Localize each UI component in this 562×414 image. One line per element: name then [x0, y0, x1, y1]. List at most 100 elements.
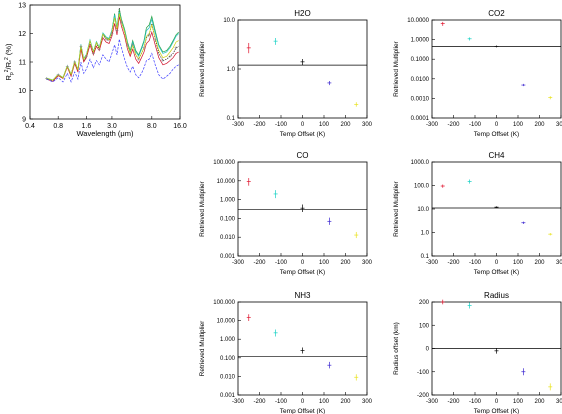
h2o-y-tick-label: 1.0	[227, 67, 236, 73]
ch4-y-tick-label: 10.0	[417, 207, 429, 213]
co-title: CO	[297, 151, 309, 160]
co2-y-tick-label: 10.0000	[407, 18, 429, 24]
h2o-x-tick-label: -200	[253, 122, 266, 128]
co2-title: CO2	[488, 9, 505, 18]
co2-panel: CO2 Temp Offset (K) Retrieved Multiplier -3…	[393, 9, 562, 138]
spectrum-series-1	[46, 16, 179, 82]
h2o-title: H2O	[294, 9, 310, 18]
radius-panel: Radius Temp Offset (K) Radius offset (km) -…	[393, 291, 562, 414]
co2-x-tick-label: -100	[469, 122, 482, 128]
spectrum-x-tick-label: 3.0	[107, 123, 117, 130]
ch4-x-tick-label: 200	[534, 260, 545, 266]
ch4-plot-frame	[431, 161, 562, 257]
radius-x-tick-label: 200	[534, 399, 545, 405]
co2-x-tick-label: 300	[556, 122, 562, 128]
ch4-x-tick-label: 300	[556, 260, 562, 266]
radius-y-tick-label: 0	[426, 347, 430, 353]
nh3-x-tick-label: 0	[301, 399, 305, 405]
spectrum-plot-frame	[29, 4, 181, 120]
nh3-x-tick-label: 100	[319, 399, 330, 405]
co-y-tick-label: 0.100	[220, 216, 236, 222]
co2-y-axis-label: Retrieved Multiplier	[393, 40, 400, 96]
co-x-tick-label: 0	[301, 260, 305, 266]
ch4-y-tick-label: 0.1	[421, 254, 430, 260]
h2o-x-axis-label: Temp Offset (K)	[280, 131, 325, 138]
nh3-title: NH3	[294, 291, 311, 300]
ch4-title: CH4	[488, 151, 505, 160]
h2o-x-tick-label: 100	[319, 122, 330, 128]
nh3-y-tick-label: 0.001	[220, 393, 236, 399]
co-x-axis-label: Temp Offset (K)	[280, 269, 325, 276]
ch4-x-tick-label: -300	[426, 260, 439, 266]
spectrum-y-tick-label: 9	[22, 117, 26, 124]
h2o-panel: H2O Temp Offset (K) Retrieved Multiplier -3…	[199, 9, 373, 138]
ch4-x-tick-label: 0	[495, 260, 499, 266]
ch4-panel: CH4 Temp Offset (K) Retrieved Multiplier -3…	[393, 151, 562, 276]
spectrum-x-ticks: 0.4 0.8 1.6 3.0 8.0 16.0	[25, 116, 187, 130]
ch4-x-tick-label: 100	[513, 260, 524, 266]
spectrum-x-axis-label: Wavelength (μm)	[77, 129, 134, 138]
spectrum-y-ticks: 9 10 11 12 13	[18, 3, 33, 124]
co-y-tick-label: 10.000	[217, 179, 236, 185]
nh3-x-tick-label: -100	[275, 399, 288, 405]
nh3-x-tick-label: 200	[340, 399, 351, 405]
radius-x-axis-label: Temp Offset (K)	[474, 408, 519, 414]
nh3-panel: NH3 Temp Offset (K) Retrieved Multiplier -3…	[199, 291, 373, 414]
co-panel: CO Temp Offset (K) Retrieved Multiplier -30…	[199, 151, 373, 276]
nh3-y-tick-label: 0.010	[220, 374, 236, 380]
spectrum-series-4	[46, 13, 179, 81]
spectrum-y-tick-label: 13	[18, 3, 26, 10]
ch4-y-tick-label: 100.0	[414, 184, 430, 190]
co2-x-tick-label: 200	[534, 122, 545, 128]
ch4-x-tick-label: -100	[469, 260, 482, 266]
co2-x-axis-label: Temp Offset (K)	[474, 131, 519, 138]
co-x-tick-label: -300	[232, 260, 245, 266]
spectrum-y-axis-label: Rp2/R*2 (%)	[4, 43, 15, 80]
ch4-x-tick-label: -200	[447, 260, 460, 266]
co-x-tick-label: -200	[253, 260, 266, 266]
co-y-tick-label: 0.001	[220, 254, 236, 260]
co2-y-tick-label: 0.1000	[411, 57, 430, 63]
co-x-tick-label: 200	[340, 260, 351, 266]
nh3-y-tick-label: 0.100	[220, 356, 236, 362]
h2o-plot-frame	[237, 19, 368, 119]
spectrum-y-tick-label: 10	[18, 88, 26, 95]
radius-x-tick-label: -200	[447, 399, 460, 405]
co-x-tick-label: -100	[275, 260, 288, 266]
spectrum-panel: 0.4 0.8 1.6 3.0 8.0 16.0 9 10 11 12 13 Wavelength…	[4, 3, 187, 139]
co2-y-tick-label: 0.0100	[411, 77, 430, 83]
co2-x-tick-label: -300	[426, 122, 439, 128]
h2o-y-tick-label: 10.0	[223, 18, 235, 24]
ch4-y-axis-label: Retrieved Multiplier	[393, 180, 400, 236]
radius-y-axis-label: Radius offset (km)	[393, 322, 400, 375]
ch4-y-tick-label: 1000.0	[411, 160, 430, 166]
radius-y-tick-label: 100	[419, 323, 430, 329]
ch4-x-axis-label: Temp Offset (K)	[474, 269, 519, 276]
radius-x-tick-label: 0	[495, 399, 499, 405]
nh3-y-tick-label: 100.000	[213, 300, 235, 306]
co-x-tick-label: 300	[362, 260, 373, 266]
co-y-tick-label: 1.000	[220, 198, 236, 204]
spectrum-series-5	[46, 39, 179, 83]
h2o-x-tick-label: -300	[232, 122, 245, 128]
h2o-x-tick-label: 200	[340, 122, 351, 128]
nh3-x-tick-label: -300	[232, 399, 245, 405]
h2o-y-axis-label: Retrieved Multiplier	[199, 40, 206, 96]
radius-title: Radius	[484, 291, 509, 300]
co2-y-tick-label: 0.0001	[411, 116, 430, 122]
nh3-x-tick-label: -200	[253, 399, 266, 405]
radius-x-tick-label: -100	[469, 399, 482, 405]
nh3-y-tick-label: 1.000	[220, 337, 236, 343]
h2o-x-tick-label: -100	[275, 122, 288, 128]
spectrum-y-tick-label: 12	[18, 31, 26, 38]
h2o-x-tick-label: 0	[301, 122, 305, 128]
nh3-y-axis-label: Retrieved Multiplier	[199, 320, 206, 376]
radius-y-tick-label: -200	[417, 393, 430, 399]
radius-x-tick-label: -300	[426, 399, 439, 405]
spectrum-x-tick-label: 0.8	[53, 123, 63, 130]
nh3-x-tick-label: 300	[362, 399, 373, 405]
co-y-axis-label: Retrieved Multiplier	[199, 180, 206, 236]
radius-y-tick-label: -100	[417, 370, 430, 376]
h2o-x-tick-label: 300	[362, 122, 373, 128]
